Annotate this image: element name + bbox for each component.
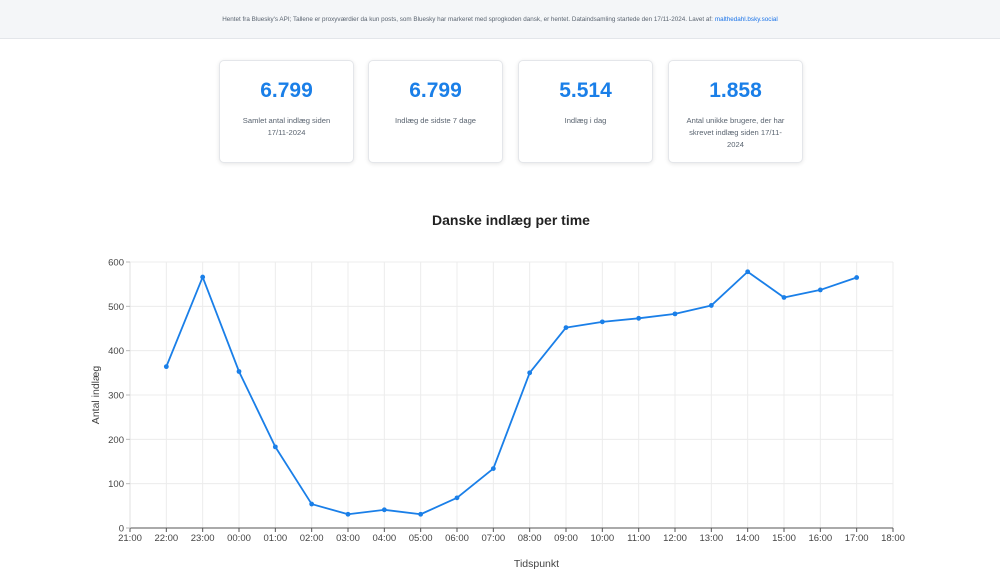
x-tick-label: 08:00 (518, 533, 542, 544)
stat-card-total-posts: 6.799 Samlet antal indlæg siden 17/11-20… (219, 60, 354, 163)
x-tick-label: 02:00 (300, 533, 324, 544)
y-tick-label: 500 (108, 302, 124, 313)
x-tick-label: 01:00 (263, 533, 287, 544)
stat-card-unique-users: 1.858 Antal unikke brugere, der har skre… (668, 60, 803, 163)
x-tick-label: 22:00 (154, 533, 178, 544)
x-tick-label: 15:00 (772, 533, 796, 544)
y-tick-label: 200 (108, 435, 124, 446)
data-point (817, 287, 823, 293)
x-tick-label: 23:00 (191, 533, 215, 544)
x-tick-label: 18:00 (881, 533, 905, 544)
data-point (708, 303, 714, 308)
x-tick-label: 12:00 (663, 533, 687, 544)
y-tick-label: 0 (119, 524, 124, 535)
stat-value: 5.514 (559, 79, 612, 102)
data-point (745, 269, 751, 275)
x-tick-label: 09:00 (554, 533, 578, 544)
stat-value: 1.858 (709, 79, 762, 102)
data-point (854, 275, 860, 280)
stat-label: Indlæg i dag (564, 116, 607, 125)
top-banner: Hentet fra Bluesky's API; Tallene er pro… (0, 0, 1000, 39)
x-tick-label: 07:00 (481, 533, 505, 544)
author-link[interactable]: malthedahl.bsky.social (714, 15, 778, 23)
data-point (599, 319, 605, 325)
data-point (345, 511, 351, 517)
data-point (636, 315, 642, 321)
x-tick-label: 10:00 (590, 533, 614, 544)
y-tick-label: 300 (108, 391, 124, 402)
stat-label: Samlet antal indlæg siden 17/11-2024 (242, 116, 331, 137)
data-point (381, 507, 387, 513)
y-tick-label: 400 (108, 346, 124, 357)
x-tick-label: 05:00 (409, 533, 433, 544)
data-point (236, 369, 242, 374)
x-tick-label: 14:00 (736, 533, 760, 544)
data-point (200, 274, 206, 280)
x-tick-label: 00:00 (227, 533, 251, 544)
y-tick-label: 600 (108, 258, 124, 269)
x-tick-label: 06:00 (445, 533, 469, 544)
x-tick-label: 11:00 (627, 533, 650, 544)
stat-label: Antal unikke brugere, der har skrevet in… (686, 116, 785, 149)
banner-text: Hentet fra Bluesky's API; Tallene er pro… (222, 15, 713, 23)
x-tick-label: 03:00 (336, 533, 360, 544)
x-tick-label: 21:00 (118, 533, 142, 544)
data-point (490, 466, 496, 471)
stat-label: Indlæg de sidste 7 dage (394, 116, 477, 125)
data-point (163, 364, 169, 370)
x-tick-label: 04:00 (372, 533, 396, 544)
chart-title: Danske indlæg per time (432, 212, 590, 228)
stat-value: 6.799 (409, 79, 462, 102)
data-point (309, 501, 315, 507)
data-point (418, 511, 424, 517)
y-tick-label: 100 (108, 479, 124, 490)
y-axis-title: Antal indlæg (90, 366, 102, 425)
data-point (781, 295, 787, 300)
stat-value: 6.799 (260, 79, 313, 102)
stat-card-posts-today: 5.514 Indlæg i dag (518, 60, 653, 163)
data-point (527, 370, 533, 376)
series-line (165, 270, 857, 516)
data-point (272, 444, 278, 450)
x-axis-title: Tidspunkt (514, 558, 559, 570)
stat-card-posts-7-days: 6.799 Indlæg de sidste 7 dage (368, 60, 503, 163)
x-tick-label: 17:00 (845, 533, 869, 544)
data-point (454, 495, 460, 501)
x-tick-label: 13:00 (699, 533, 723, 544)
x-tick-label: 16:00 (808, 533, 832, 544)
data-point (563, 325, 569, 331)
data-point (672, 311, 678, 317)
